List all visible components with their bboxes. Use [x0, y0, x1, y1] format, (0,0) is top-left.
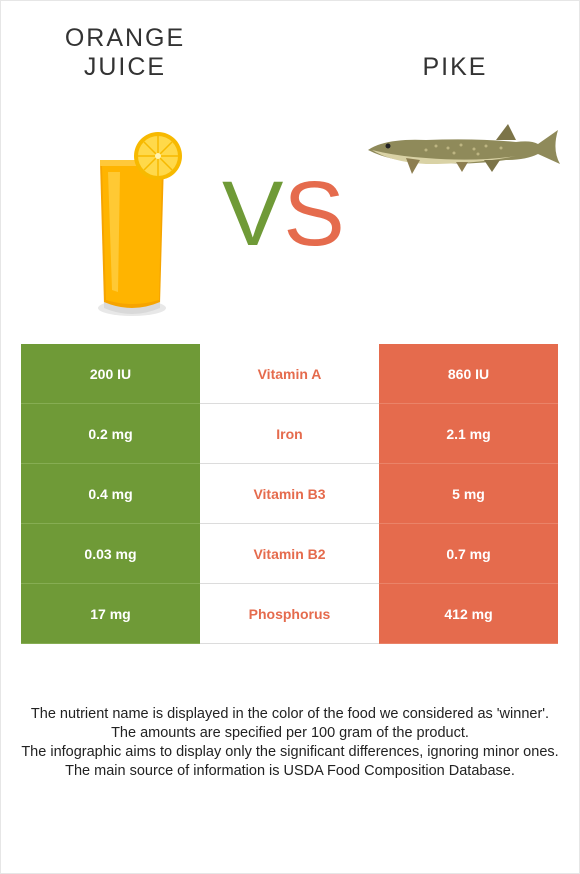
nutrient-name-cell: Vitamin B3 — [200, 464, 379, 523]
left-value-cell: 200 IU — [21, 344, 200, 404]
nutrient-comparison-table: 200 IU Vitamin A 860 IU 0.2 mg Iron 2.1 mg 0.4… — [21, 344, 558, 644]
left-food-title-line1: ORANGE — [64, 24, 186, 52]
left-food-title-line2: JUICE — [83, 53, 167, 81]
left-value-cell: 17 mg — [21, 584, 200, 644]
footnote-winner-color: The nutrient name is displayed in the co… — [30, 706, 550, 722]
table-row: 17 mg Phosphorus 412 mg — [21, 584, 558, 644]
footnotes: The nutrient name is displayed in the co… — [20, 705, 560, 781]
left-value-cell: 0.2 mg — [21, 404, 200, 464]
orange-juice-image — [98, 132, 182, 316]
table-row: 0.4 mg Vitamin B3 5 mg — [21, 464, 558, 524]
left-value-cell: 0.03 mg — [21, 524, 200, 584]
nutrient-name-cell: Iron — [200, 404, 379, 463]
vs-label: VS — [222, 168, 352, 260]
right-value-cell: 860 IU — [379, 344, 558, 404]
nutrient-name-cell: Vitamin B2 — [200, 524, 379, 583]
table-row: 200 IU Vitamin A 860 IU — [21, 344, 558, 404]
right-value-cell: 2.1 mg — [379, 404, 558, 464]
right-value-cell: 0.7 mg — [379, 524, 558, 584]
vs-v-letter: V — [222, 163, 284, 265]
footnote-per-100g: The amounts are specified per 100 gram o… — [111, 725, 469, 741]
footnote-significant-differences: The infographic aims to display only the… — [21, 744, 559, 760]
right-value-cell: 5 mg — [379, 464, 558, 524]
nutrient-name-cell: Vitamin A — [200, 344, 379, 403]
left-food-title: ORANGE JUICE — [40, 24, 210, 82]
pike-fish-image — [368, 124, 560, 174]
table-row: 0.03 mg Vitamin B2 0.7 mg — [21, 524, 558, 584]
nutrient-name-cell: Phosphorus — [200, 584, 379, 643]
vs-s-letter: S — [283, 163, 345, 265]
right-value-cell: 412 mg — [379, 584, 558, 644]
footnote-data-source: The main source of information is USDA F… — [65, 763, 515, 779]
table-row: 0.2 mg Iron 2.1 mg — [21, 404, 558, 464]
left-value-cell: 0.4 mg — [21, 464, 200, 524]
right-food-title: PIKE — [422, 53, 488, 81]
